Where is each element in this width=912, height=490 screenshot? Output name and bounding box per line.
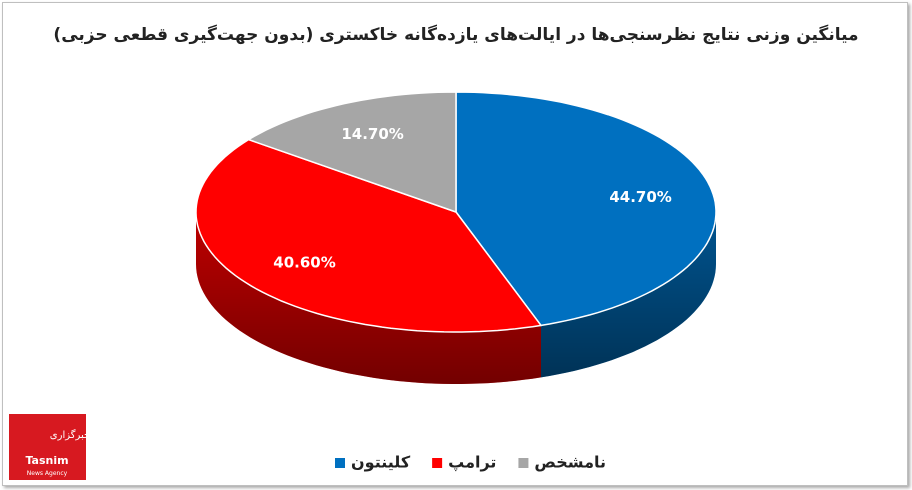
slice (455, 91, 717, 327)
legend-label: نامشخص (534, 453, 606, 472)
legend-label: ترامپ (448, 453, 496, 473)
logo-name: Tasnim (25, 454, 68, 467)
logo-kicker: خبرگزاری (50, 429, 90, 441)
legend-label: کلینتون (351, 453, 411, 472)
slice (195, 138, 543, 333)
value-label: 40.60% (273, 253, 335, 271)
logo-box (9, 414, 86, 480)
value-label: 44.70% (609, 188, 671, 206)
legend-swatch (518, 458, 529, 468)
value-label: 14.70% (341, 125, 403, 143)
slice (246, 91, 457, 214)
slice-side-shade (196, 212, 541, 384)
legend-swatch (432, 458, 443, 468)
chart-title: میانگین وزنی نتایج نظرسنجی‌ها در ایالت‌ه… (53, 24, 858, 45)
logo-tagline: News Agency (27, 470, 68, 477)
slice-side-shade (541, 212, 716, 378)
logo: خبرگزاری Tasnim News Agency (9, 414, 90, 480)
legend-swatch (335, 458, 345, 468)
